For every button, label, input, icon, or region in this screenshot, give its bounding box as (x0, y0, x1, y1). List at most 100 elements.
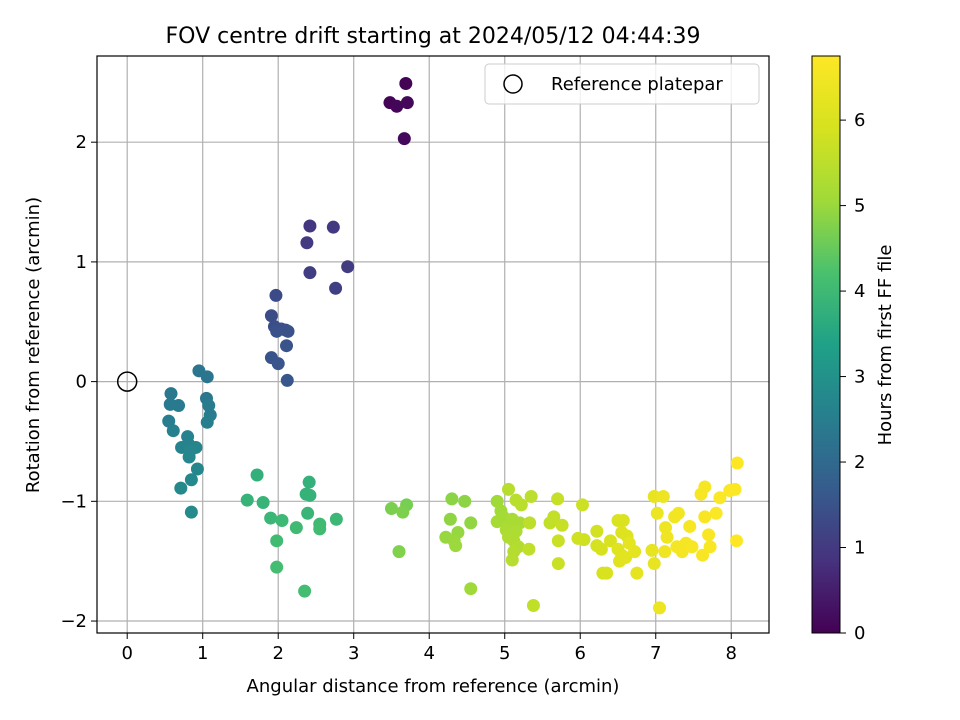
data-point (526, 598, 540, 612)
x-tick-label: 3 (348, 643, 359, 664)
data-point (551, 492, 565, 506)
data-point (240, 493, 254, 507)
data-point (650, 506, 664, 520)
data-point (551, 534, 565, 548)
data-point (250, 468, 264, 482)
colorbar: 0 1 2 3 4 5 6 Hours from first FF file (811, 55, 896, 644)
reference-platepar-marker (116, 371, 138, 392)
data-point (502, 482, 516, 496)
data-point (449, 539, 463, 553)
x-tick-label: 1 (197, 643, 208, 664)
legend-marker-circle (503, 74, 523, 94)
data-point (313, 522, 327, 536)
data-point (458, 494, 472, 508)
data-point (329, 512, 343, 526)
data-point (443, 512, 457, 526)
colorbar-tick-label: 1 (854, 538, 865, 559)
x-tick-label: 0 (121, 643, 132, 664)
data-point (628, 545, 642, 559)
data-point (184, 505, 198, 519)
legend-box (484, 63, 760, 105)
data-point (399, 77, 413, 91)
data-point (384, 502, 398, 516)
data-point (200, 370, 214, 384)
data-point (547, 510, 561, 524)
y-tick-label: −2 (60, 611, 87, 632)
data-point (685, 540, 699, 554)
data-point (184, 473, 198, 487)
data-point (630, 566, 644, 580)
data-point (523, 516, 537, 530)
data-point (182, 450, 196, 464)
data-point (647, 490, 661, 504)
data-point (390, 99, 404, 113)
data-point (164, 387, 178, 401)
data-point (303, 219, 317, 233)
data-point (590, 524, 604, 538)
data-point (576, 498, 590, 512)
x-tick-label: 7 (650, 643, 661, 664)
chart-title: FOV centre drift starting at 2024/05/12 … (166, 24, 701, 49)
data-point (281, 324, 295, 338)
data-point (174, 481, 188, 495)
data-point (703, 540, 717, 554)
data-point (514, 498, 528, 512)
data-point (702, 528, 716, 542)
data-point (202, 399, 216, 413)
data-point (270, 534, 284, 548)
data-point (709, 506, 723, 520)
y-tick-label: −1 (60, 491, 87, 512)
data-point (166, 424, 180, 438)
data-point (329, 281, 343, 295)
data-point (683, 519, 697, 533)
colorbar-tick-label: 4 (854, 281, 865, 302)
data-point (280, 373, 294, 387)
x-tick-label: 2 (272, 643, 283, 664)
legend-entry-label: Reference platepar (551, 74, 723, 95)
data-point (302, 475, 316, 489)
data-point (505, 553, 519, 567)
data-point (264, 511, 278, 525)
data-point (392, 545, 406, 559)
y-axis-label: Rotation from reference (arcmin) (23, 197, 44, 493)
x-tick-label: 5 (499, 643, 510, 664)
legend: Reference platepar (484, 63, 760, 105)
data-point (289, 521, 303, 535)
data-point (264, 309, 278, 323)
data-point (616, 513, 630, 527)
x-axis-ticks: 0 1 2 3 4 5 6 7 8 (121, 633, 737, 664)
plot-frame (96, 55, 770, 634)
x-axis-label: Angular distance from reference (arcmin) (247, 676, 620, 697)
data-point (269, 288, 283, 302)
data-point (660, 530, 674, 544)
data-point (445, 492, 459, 506)
data-point (658, 545, 672, 559)
data-point (730, 534, 744, 548)
data-point (659, 521, 673, 535)
data-point (271, 357, 285, 371)
data-point (464, 516, 478, 530)
reference-marker (116, 371, 138, 392)
data-point (671, 506, 685, 520)
data-point (280, 339, 294, 353)
data-point (270, 324, 284, 338)
data-point (522, 542, 536, 556)
y-tick-label: 1 (76, 252, 87, 273)
colorbar-tick-label: 3 (854, 367, 865, 388)
data-point (603, 534, 617, 548)
data-point (303, 266, 317, 280)
data-point (653, 601, 667, 615)
data-point (600, 566, 614, 580)
colorbar-tick-label: 6 (854, 110, 865, 131)
data-point (490, 515, 504, 529)
x-tick-label: 4 (423, 643, 434, 664)
data-point (301, 506, 315, 520)
data-point (303, 488, 317, 502)
data-point (400, 96, 414, 110)
data-point (341, 260, 355, 274)
y-axis-ticks: −2 −1 0 1 2 (60, 132, 97, 632)
data-point (696, 548, 710, 562)
data-point (698, 480, 712, 494)
colorbar-tick-label: 0 (854, 623, 865, 644)
